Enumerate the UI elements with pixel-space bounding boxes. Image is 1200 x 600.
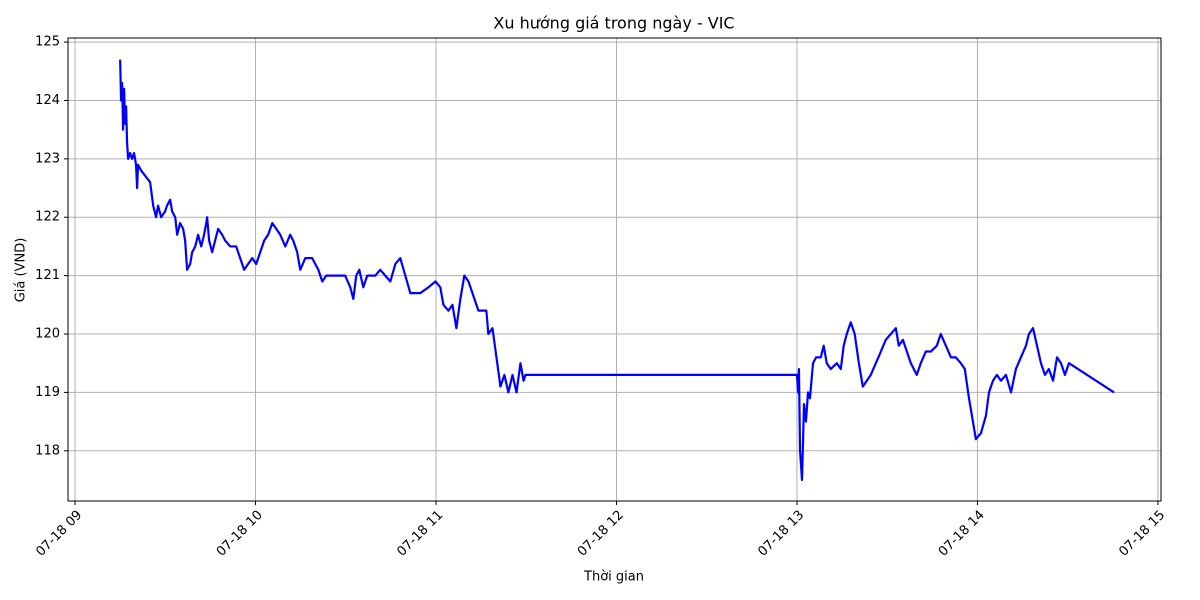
x-axis-label: Thời gian — [583, 570, 644, 585]
price-line — [119, 59, 1115, 482]
x-tick-label: 07-18 13 — [755, 508, 807, 560]
plot-frame — [67, 37, 1162, 502]
x-tick-label: 07-18 09 — [33, 508, 85, 560]
x-tick-label: 07-18 12 — [575, 508, 627, 560]
x-tick-label: 07-18 11 — [394, 508, 446, 560]
x-tick-label: 07-18 14 — [936, 508, 988, 560]
y-tick-label: 118 — [35, 443, 60, 458]
y-tick-label: 124 — [35, 93, 60, 108]
y-tick-label: 125 — [35, 35, 60, 50]
x-tick-label: 07-18 10 — [214, 508, 266, 560]
y-tick-label: 121 — [35, 268, 60, 283]
y-tick-label: 120 — [35, 327, 60, 342]
y-axis-label: Giá (VND) — [14, 238, 29, 303]
y-tick-label: 123 — [35, 151, 60, 166]
x-tick-label: 07-18 15 — [1116, 508, 1168, 560]
chart-title: Xu hướng giá trong ngày - VIC — [493, 14, 734, 33]
y-tick-label: 122 — [35, 210, 60, 225]
y-tick-label: 119 — [35, 385, 60, 400]
